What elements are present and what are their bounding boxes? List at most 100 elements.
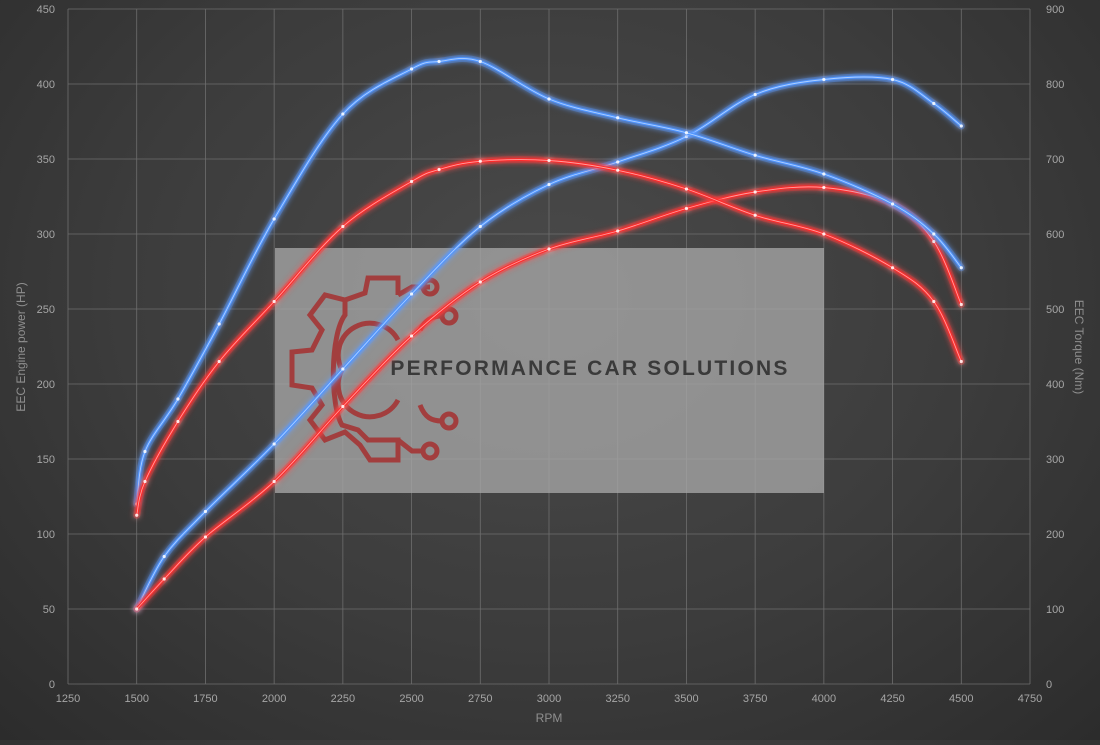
x-tick-label: 3250 (605, 693, 629, 705)
series-0-point (547, 182, 551, 187)
y-left-tick-label: 100 (37, 529, 55, 541)
series-0-point (822, 77, 826, 82)
series-3-point (932, 299, 936, 304)
y-left-tick-label: 0 (49, 679, 55, 691)
y-left-tick-label: 150 (37, 454, 55, 466)
series-3-point (135, 513, 139, 517)
gear-circuit-icon (289, 275, 459, 463)
y-left-tick-label: 300 (37, 229, 55, 241)
series-0-point (203, 509, 208, 514)
series-2-point (890, 202, 895, 206)
series-2-point (478, 59, 482, 64)
series-0-point (932, 101, 936, 106)
series-0-point (409, 292, 414, 296)
series-1-point (822, 185, 826, 190)
y-right-tick-label: 600 (1046, 229, 1064, 241)
series-1-point (409, 334, 414, 338)
y-axis-right-label: EEC Torque (Nm) (1072, 300, 1086, 394)
series-1-point (932, 239, 936, 244)
series-1-point (341, 404, 345, 409)
series-3-point (959, 359, 963, 364)
series-2-point (437, 59, 441, 64)
series-2-group (133, 54, 965, 508)
x-tick-label: 2500 (399, 693, 423, 705)
y-right-tick-label: 0 (1046, 679, 1052, 691)
series-3-point (143, 479, 147, 484)
grid-layer (67, 8, 1031, 685)
series-0-point (753, 92, 757, 97)
series-1-point (272, 479, 276, 484)
x-tick-label: 4250 (880, 693, 904, 705)
series-1-point (478, 280, 482, 284)
y-left-tick-label: 350 (37, 154, 55, 166)
series-1-point (203, 535, 208, 539)
y-left-tick-label: 450 (37, 4, 55, 16)
x-tick-label: 1500 (124, 693, 148, 705)
series-3-point (409, 179, 414, 184)
series-2-point (272, 217, 276, 221)
series-1-point (547, 247, 551, 251)
y-left-tick-label: 250 (37, 304, 55, 316)
x-tick-label: 3500 (674, 693, 698, 705)
series-3-point (547, 158, 551, 163)
series-0-point (478, 224, 482, 229)
x-tick-label: 2250 (331, 693, 355, 705)
series-3-point (684, 187, 689, 191)
series-3-group (133, 156, 965, 519)
series-3-point (822, 232, 826, 236)
x-tick-label: 1750 (193, 693, 217, 705)
series-3-point (890, 266, 895, 270)
series-2-point (822, 172, 826, 176)
series-0-point (616, 160, 620, 164)
series-3-point (176, 419, 180, 424)
x-tick-label: 1250 (56, 693, 80, 705)
y-right-tick-label: 300 (1046, 454, 1064, 466)
series-2-point (176, 397, 180, 401)
y-right-tick-label: 100 (1046, 604, 1064, 616)
watermark-text: PERFORMANCE CAR SOLUTIONS (390, 357, 789, 380)
x-tick-label: 3000 (537, 693, 561, 705)
series-3-point (616, 168, 620, 172)
series-0-point (341, 367, 345, 371)
y-left-tick-label: 50 (43, 604, 55, 616)
series-3-point (753, 213, 757, 217)
series-3-point (272, 299, 276, 304)
series-3-point (217, 359, 221, 364)
series-1-point (959, 302, 963, 307)
series-1-point (684, 206, 689, 211)
series-3-point (341, 224, 345, 229)
y-left-tick-label: 400 (37, 79, 55, 91)
y-right-tick-label: 700 (1046, 154, 1064, 166)
y-right-tick-label: 400 (1046, 379, 1064, 391)
x-tick-label: 4000 (812, 693, 836, 705)
series-1-point (753, 190, 757, 194)
series-0-point (890, 77, 895, 82)
x-tick-label: 4500 (949, 693, 973, 705)
x-tick-label: 2000 (262, 693, 286, 705)
series-0-highlight (136, 76, 962, 610)
series-1-point (616, 229, 620, 233)
x-tick-label: 4750 (1018, 693, 1042, 705)
y-right-tick-label: 500 (1046, 304, 1064, 316)
y-left-tick-label: 200 (37, 379, 55, 391)
series-0-point (272, 442, 276, 446)
series-0-point (959, 124, 963, 128)
y-axis-left-label: EEC Engine power (HP) (14, 282, 28, 411)
series-2-point (959, 266, 963, 270)
series-2-point (684, 131, 689, 135)
y-right-tick-label: 900 (1046, 4, 1064, 16)
tick-layer: 1250 1500 1750 2000 2250 2500 2750 3000 3250 3500… (37, 4, 1065, 705)
series-layer (133, 54, 965, 613)
series-2-point (616, 116, 620, 120)
series-0-group (133, 73, 965, 613)
x-axis-label: RPM (536, 711, 563, 725)
series-3-point (478, 159, 482, 163)
watermark: PERFORMANCE CAR SOLUTIONS (275, 248, 824, 493)
series-1-point (162, 577, 166, 581)
series-2-point (547, 97, 551, 101)
series-2-point (753, 153, 757, 157)
series-2-point (217, 322, 221, 326)
x-tick-label: 2750 (468, 693, 492, 705)
